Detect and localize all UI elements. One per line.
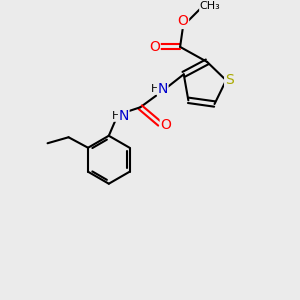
Text: CH₃: CH₃ <box>200 2 220 11</box>
Text: O: O <box>149 40 160 54</box>
Text: O: O <box>160 118 171 132</box>
Text: O: O <box>178 14 188 28</box>
Text: N: N <box>158 82 168 96</box>
Text: H: H <box>151 84 160 94</box>
Text: S: S <box>225 73 233 87</box>
Text: H: H <box>112 111 121 121</box>
Text: N: N <box>118 109 129 123</box>
